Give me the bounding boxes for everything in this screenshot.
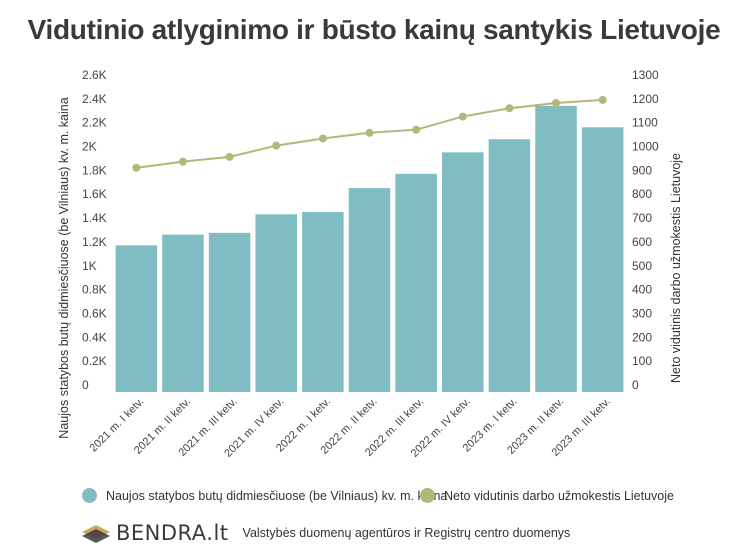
- y-axis-title-left: Naujos statybos butų didmiesčiuose (be V…: [57, 97, 71, 438]
- x-axis: 2021 m. I ketv.2021 m. II ketv.2021 m. I…: [88, 396, 613, 460]
- y-right-tick-label: 500: [632, 259, 652, 273]
- bendra-logo-icon: [82, 525, 110, 543]
- y-right-tick-label: 900: [632, 163, 652, 177]
- y-right-tick-label: 800: [632, 187, 652, 201]
- legend-item-line[interactable]: Neto vidutinis darbo užmokestis Lietuvoj…: [420, 488, 674, 503]
- line-point[interactable]: [225, 152, 234, 161]
- y-left-tick-label: 1.8K: [82, 163, 107, 177]
- y-left-tick-label: 2.2K: [82, 116, 107, 130]
- line-point[interactable]: [132, 163, 141, 172]
- line-point[interactable]: [458, 112, 467, 121]
- bar[interactable]: [442, 152, 484, 392]
- y-right-tick-label: 200: [632, 330, 652, 344]
- footer: BENDRA.lt Valstybės duomenų agentūros ir…: [80, 521, 570, 545]
- y-left-tick-label: 1.2K: [82, 235, 107, 249]
- bar[interactable]: [395, 173, 437, 392]
- bar[interactable]: [348, 188, 391, 392]
- legend-swatch-bars: [82, 488, 97, 503]
- bar-series: [115, 105, 624, 393]
- legend-label-bars: Naujos statybos butų didmiesčiuose (be V…: [106, 488, 448, 503]
- line-point[interactable]: [178, 157, 187, 166]
- y-right-tick-label: 1200: [632, 92, 659, 106]
- line-point[interactable]: [505, 104, 514, 113]
- y-left-tick-label: 1.4K: [82, 211, 107, 225]
- bar[interactable]: [535, 105, 577, 392]
- legend-item-bars[interactable]: Naujos statybos butų didmiesčiuose (be V…: [82, 488, 447, 503]
- chart-svg: 0 0.2K 0.4K 0.6K 0.8K 1K 1.2K 1.4K 1.6K 1.8K 2K 2.2…: [57, 68, 683, 460]
- y-left-tick-label: 2.4K: [82, 92, 107, 106]
- line-point[interactable]: [412, 125, 421, 134]
- y-right-tick-label: 100: [632, 354, 652, 368]
- y-left-axis: 0 0.2K 0.4K 0.6K 0.8K 1K 1.2K 1.4K 1.6K 1.8K 2K 2.2…: [82, 68, 107, 392]
- y-right-tick-label: 300: [632, 306, 652, 320]
- y-left-tick-label: 2.6K: [82, 68, 107, 82]
- line-series: [132, 95, 607, 172]
- y-left-tick-label: 0.4K: [82, 330, 107, 344]
- bar[interactable]: [488, 139, 531, 392]
- y-right-tick-label: 0: [632, 378, 639, 392]
- y-left-tick-label: 0.8K: [82, 283, 107, 297]
- bar[interactable]: [162, 234, 204, 392]
- y-left-tick-label: 0.6K: [82, 306, 107, 320]
- y-left-tick-label: 0: [82, 378, 89, 392]
- y-right-tick-label: 400: [632, 283, 652, 297]
- y-axis-title-right: Neto vidutinis darbo užmokestis Lietuvoj…: [669, 153, 683, 383]
- line-point[interactable]: [318, 134, 327, 143]
- y-right-tick-label: 700: [632, 211, 652, 225]
- bar[interactable]: [581, 127, 624, 393]
- y-left-tick-label: 0.2K: [82, 354, 107, 368]
- y-left-tick-label: 1.6K: [82, 187, 107, 201]
- y-right-axis: 0 100 200 300 400 500 600 700 800 900 1000 1100 1200…: [632, 68, 659, 392]
- y-right-tick-label: 1100: [632, 116, 658, 130]
- line-point[interactable]: [272, 141, 281, 150]
- line-point[interactable]: [552, 98, 561, 107]
- y-right-tick-label: 1300: [632, 68, 659, 82]
- bar[interactable]: [255, 214, 297, 392]
- legend-label-line: Neto vidutinis darbo užmokestis Lietuvoj…: [444, 488, 674, 503]
- y-left-tick-label: 1K: [82, 259, 97, 273]
- legend-swatch-line: [420, 488, 435, 503]
- bar[interactable]: [208, 232, 251, 392]
- y-left-tick-label: 2K: [82, 140, 97, 154]
- logo-text: BENDRA.lt: [116, 521, 229, 545]
- y-right-tick-label: 1000: [632, 140, 659, 154]
- source-note: Valstybės duomenų agentūros ir Registrų …: [242, 526, 571, 540]
- chart-title: Vidutinio atlyginimo ir būsto kainų sant…: [27, 14, 721, 45]
- bar[interactable]: [115, 245, 158, 392]
- bar[interactable]: [302, 211, 344, 392]
- line-point[interactable]: [365, 128, 374, 137]
- line-point[interactable]: [598, 95, 607, 104]
- y-right-tick-label: 600: [632, 235, 652, 249]
